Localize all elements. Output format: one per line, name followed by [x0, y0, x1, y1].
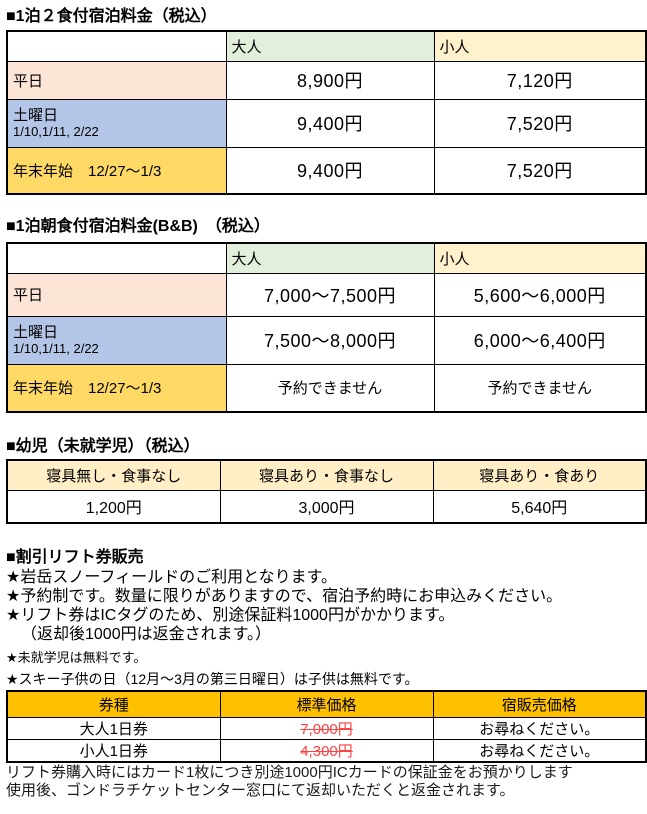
row-label-text: 土曜日	[13, 324, 59, 341]
lodge-price-cell: お尋ねください。	[432, 716, 647, 740]
table-header-row: 券種 標準価格 宿販売価格	[6, 690, 647, 718]
table-value-row: 1,200円 3,000円 5,640円	[6, 489, 647, 524]
price-cell: 7,520円	[433, 146, 647, 195]
column-header-child: 小人	[433, 30, 647, 62]
no-reservation-cell: 予約できません	[225, 363, 435, 413]
table-header-row: 大人 小人	[6, 242, 647, 274]
footnote-refund: 使用後、ゴンドラチケットセンター窓口にて返却いただくと返金されます。	[6, 781, 515, 799]
row-label-yearend: 年末年始 12/27～1/3	[6, 363, 227, 413]
price-cell: 3,000円	[219, 489, 434, 524]
section-title-lift-tickets: ■割引リフト券販売	[6, 549, 144, 566]
row-label-weekday: 平日	[6, 272, 227, 317]
column-header-standard-price: 標準価格	[219, 690, 434, 718]
note-iwatake-snowfield: ★岩岳スノーフィールドのご利用となります。	[6, 569, 337, 586]
table-row-yearend: 年末年始 12/27～1/3 予約できません 予約できません	[6, 363, 647, 413]
footnote-deposit: リフト券購入時にはカード1枚につき別途1000円ICカードの保証金をお預かりしま…	[6, 763, 573, 781]
section-title-bnb-rates: ■1泊朝食付宿泊料金(B&B) （税込）	[6, 218, 270, 235]
table-header-row: 大人 小人	[6, 30, 647, 62]
row-label-text: 土曜日	[13, 107, 59, 124]
price-cell: 8,900円	[225, 60, 435, 100]
column-header-ticket-type: 券種	[6, 690, 221, 718]
price-cell: 7,500～8,000円	[225, 315, 435, 365]
table-row-child-day-ticket: 小人1日券 4,300円 お尋ねください。	[6, 738, 647, 762]
note-deposit-refund: （返却後1000円は返金されます。）	[21, 626, 271, 643]
price-cell: 7,000～7,500円	[225, 272, 435, 317]
table-bnb-rates: 大人 小人 平日 7,000～7,500円 5,600～6,000円 土曜日 1…	[6, 242, 647, 413]
ticket-type-cell: 小人1日券	[6, 738, 221, 762]
ticket-type-cell: 大人1日券	[6, 716, 221, 740]
price-cell: 5,600～6,000円	[433, 272, 647, 317]
table-row-adult-day-ticket: 大人1日券 7,000円 お尋ねください。	[6, 716, 647, 740]
column-header-adult: 大人	[225, 30, 435, 62]
row-label-saturday: 土曜日 1/10,1/11, 2/22	[6, 315, 227, 365]
table-lift-ticket-prices: 券種 標準価格 宿販売価格 大人1日券 7,000円 お尋ねください。 小人1日…	[6, 690, 647, 763]
table-row-weekday: 平日 7,000～7,500円 5,600～6,000円	[6, 272, 647, 317]
table-row-saturday: 土曜日 1/10,1/11, 2/22 7,500～8,000円 6,000～6…	[6, 315, 647, 365]
note-ski-kids-day: ★スキー子供の日（12月～3月の第三日曜日）は子供は無料です。	[6, 671, 419, 687]
table-row-yearend: 年末年始 12/27～1/3 9,400円 7,520円	[6, 146, 647, 195]
row-label-yearend: 年末年始 12/27～1/3	[6, 146, 227, 195]
price-cell: 7,520円	[433, 98, 647, 148]
table-row-saturday: 土曜日 1/10,1/11, 2/22 9,400円 7,520円	[6, 98, 647, 148]
note-preschool-free: ★未就学児は無料です。	[6, 650, 147, 665]
column-header-bedding-no-meal: 寝具あり・食事なし	[219, 459, 434, 491]
price-cell: 6,000～6,400円	[433, 315, 647, 365]
table-row-weekday: 平日 8,900円 7,120円	[6, 60, 647, 100]
price-cell: 9,400円	[225, 98, 435, 148]
note-ic-tag-deposit: ★リフト券はICタグのため、別途保証料1000円がかかります。	[6, 607, 455, 624]
blank-corner-cell	[6, 242, 227, 274]
section-title-infant-rates: ■幼児（未就学児）（税込）	[6, 438, 200, 455]
lift-ticket-notes: ★岩岳スノーフィールドのご利用となります。 ★予約制です。数量に限りがありますの…	[6, 568, 645, 688]
column-header-child: 小人	[433, 242, 647, 274]
row-label-dates: 1/10,1/11, 2/22	[13, 124, 99, 139]
row-label-weekday: 平日	[6, 60, 227, 100]
price-cell: 7,120円	[433, 60, 647, 100]
column-header-bedding-meal: 寝具あり・食あり	[432, 459, 647, 491]
lodge-price-cell: お尋ねください。	[432, 738, 647, 762]
row-label-dates: 1/10,1/11, 2/22	[13, 341, 99, 356]
price-cell: 9,400円	[225, 146, 435, 195]
column-header-lodge-price: 宿販売価格	[432, 690, 647, 718]
column-header-adult: 大人	[225, 242, 435, 274]
standard-price-strikethrough: 7,000円	[219, 716, 434, 740]
table-header-row: 寝具無し・食事なし 寝具あり・食事なし 寝具あり・食あり	[6, 459, 647, 491]
no-reservation-cell: 予約できません	[433, 363, 647, 413]
column-header-no-bedding-no-meal: 寝具無し・食事なし	[6, 459, 221, 491]
section-title-dinner-breakfast-rates: ■1泊２食付宿泊料金（税込）	[6, 8, 217, 25]
blank-corner-cell	[6, 30, 227, 62]
price-cell: 1,200円	[6, 489, 221, 524]
table-infant-rates: 寝具無し・食事なし 寝具あり・食事なし 寝具あり・食あり 1,200円 3,00…	[6, 459, 647, 524]
note-reservation-required: ★予約制です。数量に限りがありますので、宿泊予約時にお申込みください。	[6, 588, 563, 605]
table-dinner-breakfast-rates: 大人 小人 平日 8,900円 7,120円 土曜日 1/10,1/11, 2/…	[6, 30, 647, 195]
standard-price-strikethrough: 4,300円	[219, 738, 434, 762]
price-cell: 5,640円	[432, 489, 647, 524]
row-label-saturday: 土曜日 1/10,1/11, 2/22	[6, 98, 227, 148]
